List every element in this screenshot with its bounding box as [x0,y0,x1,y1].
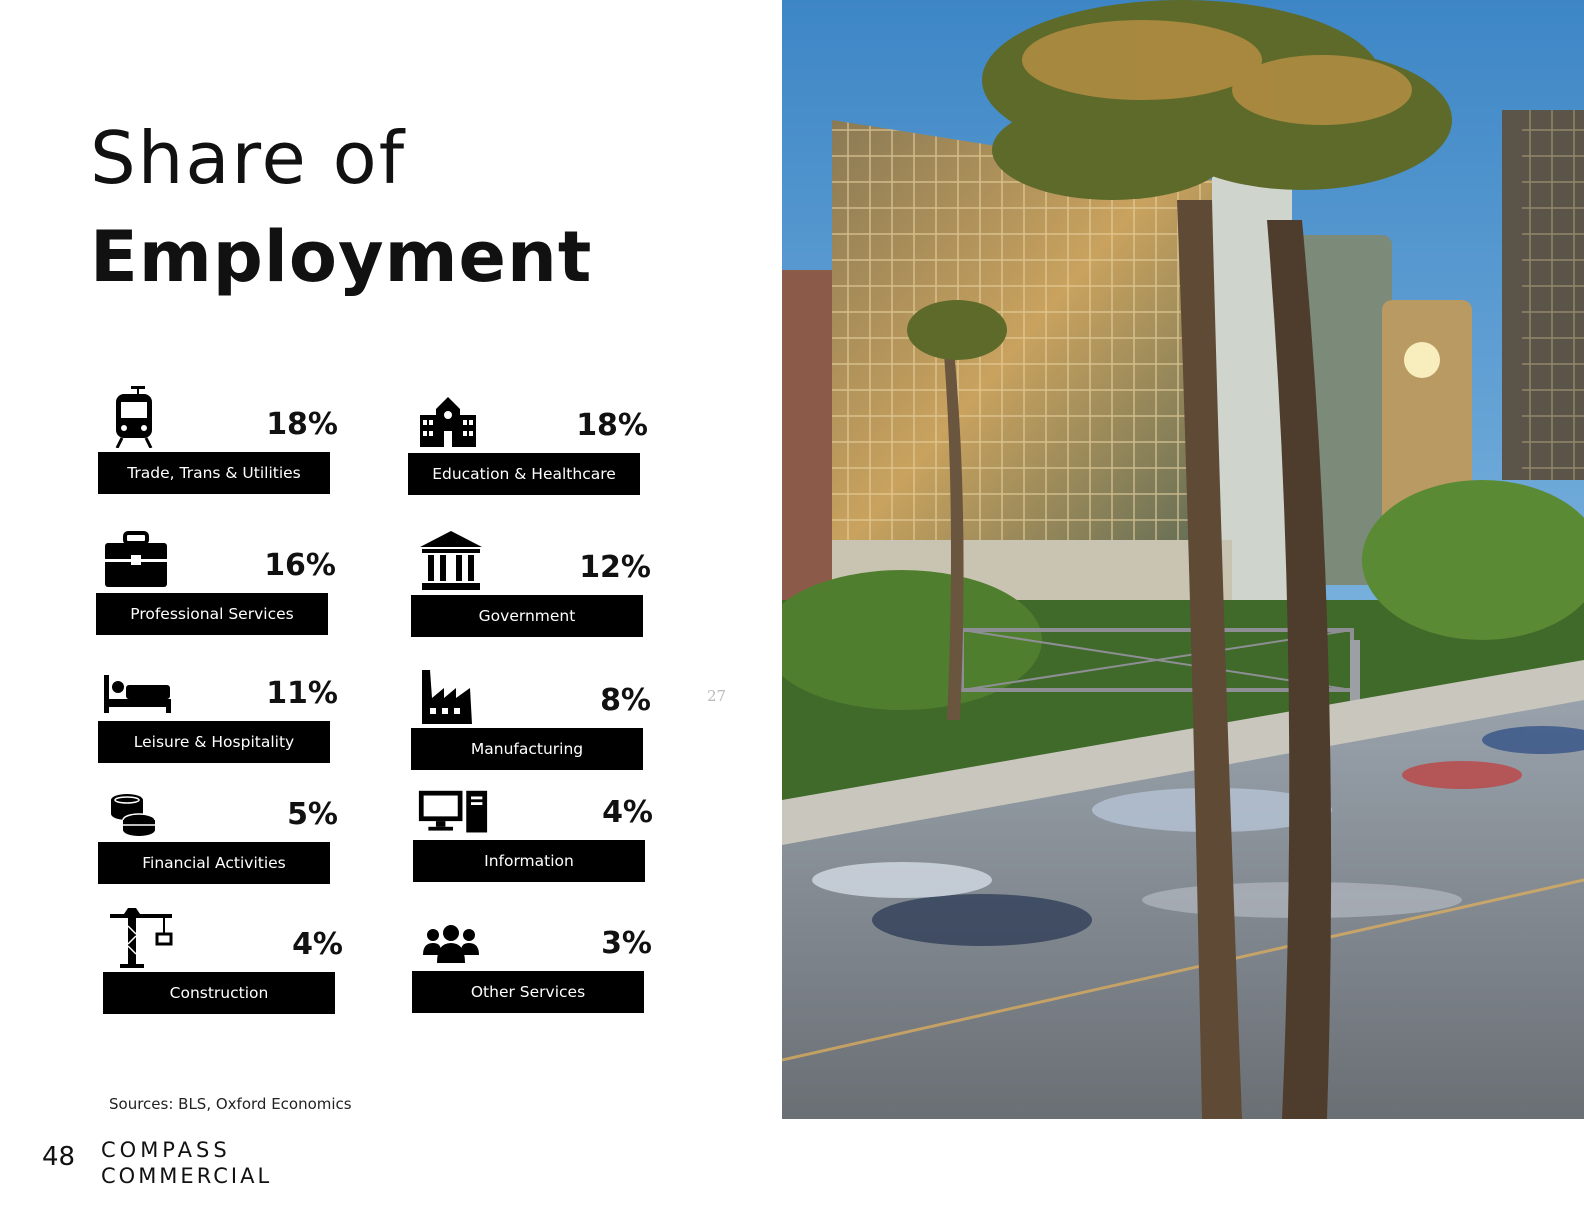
sector-label: Other Services [412,971,644,1013]
sector-label: Government [411,595,643,637]
sector-label: Leisure & Hospitality [98,721,330,763]
coins-icon [102,776,174,838]
sector-education-healthcare: 18% Education & Healthcare [408,387,648,497]
school-icon [412,387,484,449]
sector-label: Financial Activities [98,842,330,884]
sector-label: Construction [103,972,335,1014]
sector-value: 5% [287,797,338,832]
sector-value: 18% [266,407,338,442]
sector-construction: 4% Construction [103,906,343,1016]
sector-information: 4% Information [413,774,653,884]
sector-label: Trade, Trans & Utilities [98,452,330,494]
sector-label: Information [413,840,645,882]
factory-icon [415,662,487,724]
sector-label: Manufacturing [411,728,643,770]
sector-professional-services: 16% Professional Services [96,527,336,637]
sector-value: 11% [266,676,338,711]
tram-icon [102,386,174,448]
briefcase-icon [100,527,172,589]
page-number: 48 [42,1142,76,1172]
sector-value: 3% [601,926,652,961]
logo-line-1: COMPASS [101,1138,231,1162]
sector-value: 18% [576,408,648,443]
sector-value: 12% [579,550,651,585]
sector-value: 4% [602,795,653,830]
crane-icon [107,906,179,968]
sector-value: 16% [264,548,336,583]
people-icon [416,905,488,967]
computer-icon [417,774,489,836]
logo-line-2: COMMERCIAL [101,1164,273,1188]
sector-value: 4% [292,927,343,962]
government-building-icon [415,529,487,591]
sector-value: 8% [600,683,651,718]
sector-label: Professional Services [96,593,328,635]
sector-government: 12% Government [411,529,651,639]
sector-manufacturing: 8% Manufacturing [411,662,651,772]
sector-leisure-hospitality: 11% Leisure & Hospitality [98,655,338,765]
sector-financial-activities: 5% Financial Activities [98,776,338,886]
page-marker: 27 [707,687,727,705]
title-line-1: Share of [90,116,407,200]
sector-other-services: 3% Other Services [412,905,652,1015]
sources-note: Sources: BLS, Oxford Economics [109,1095,352,1113]
sector-trade-trans-utilities: 18% Trade, Trans & Utilities [98,386,338,496]
compass-commercial-logo: COMPASS COMMERCIAL [101,1138,301,1192]
title-line-2: Employment [90,216,593,298]
palm-trees-downtown-freeway-photo [782,0,1584,1119]
bed-icon [102,655,174,717]
sector-label: Education & Healthcare [408,453,640,495]
